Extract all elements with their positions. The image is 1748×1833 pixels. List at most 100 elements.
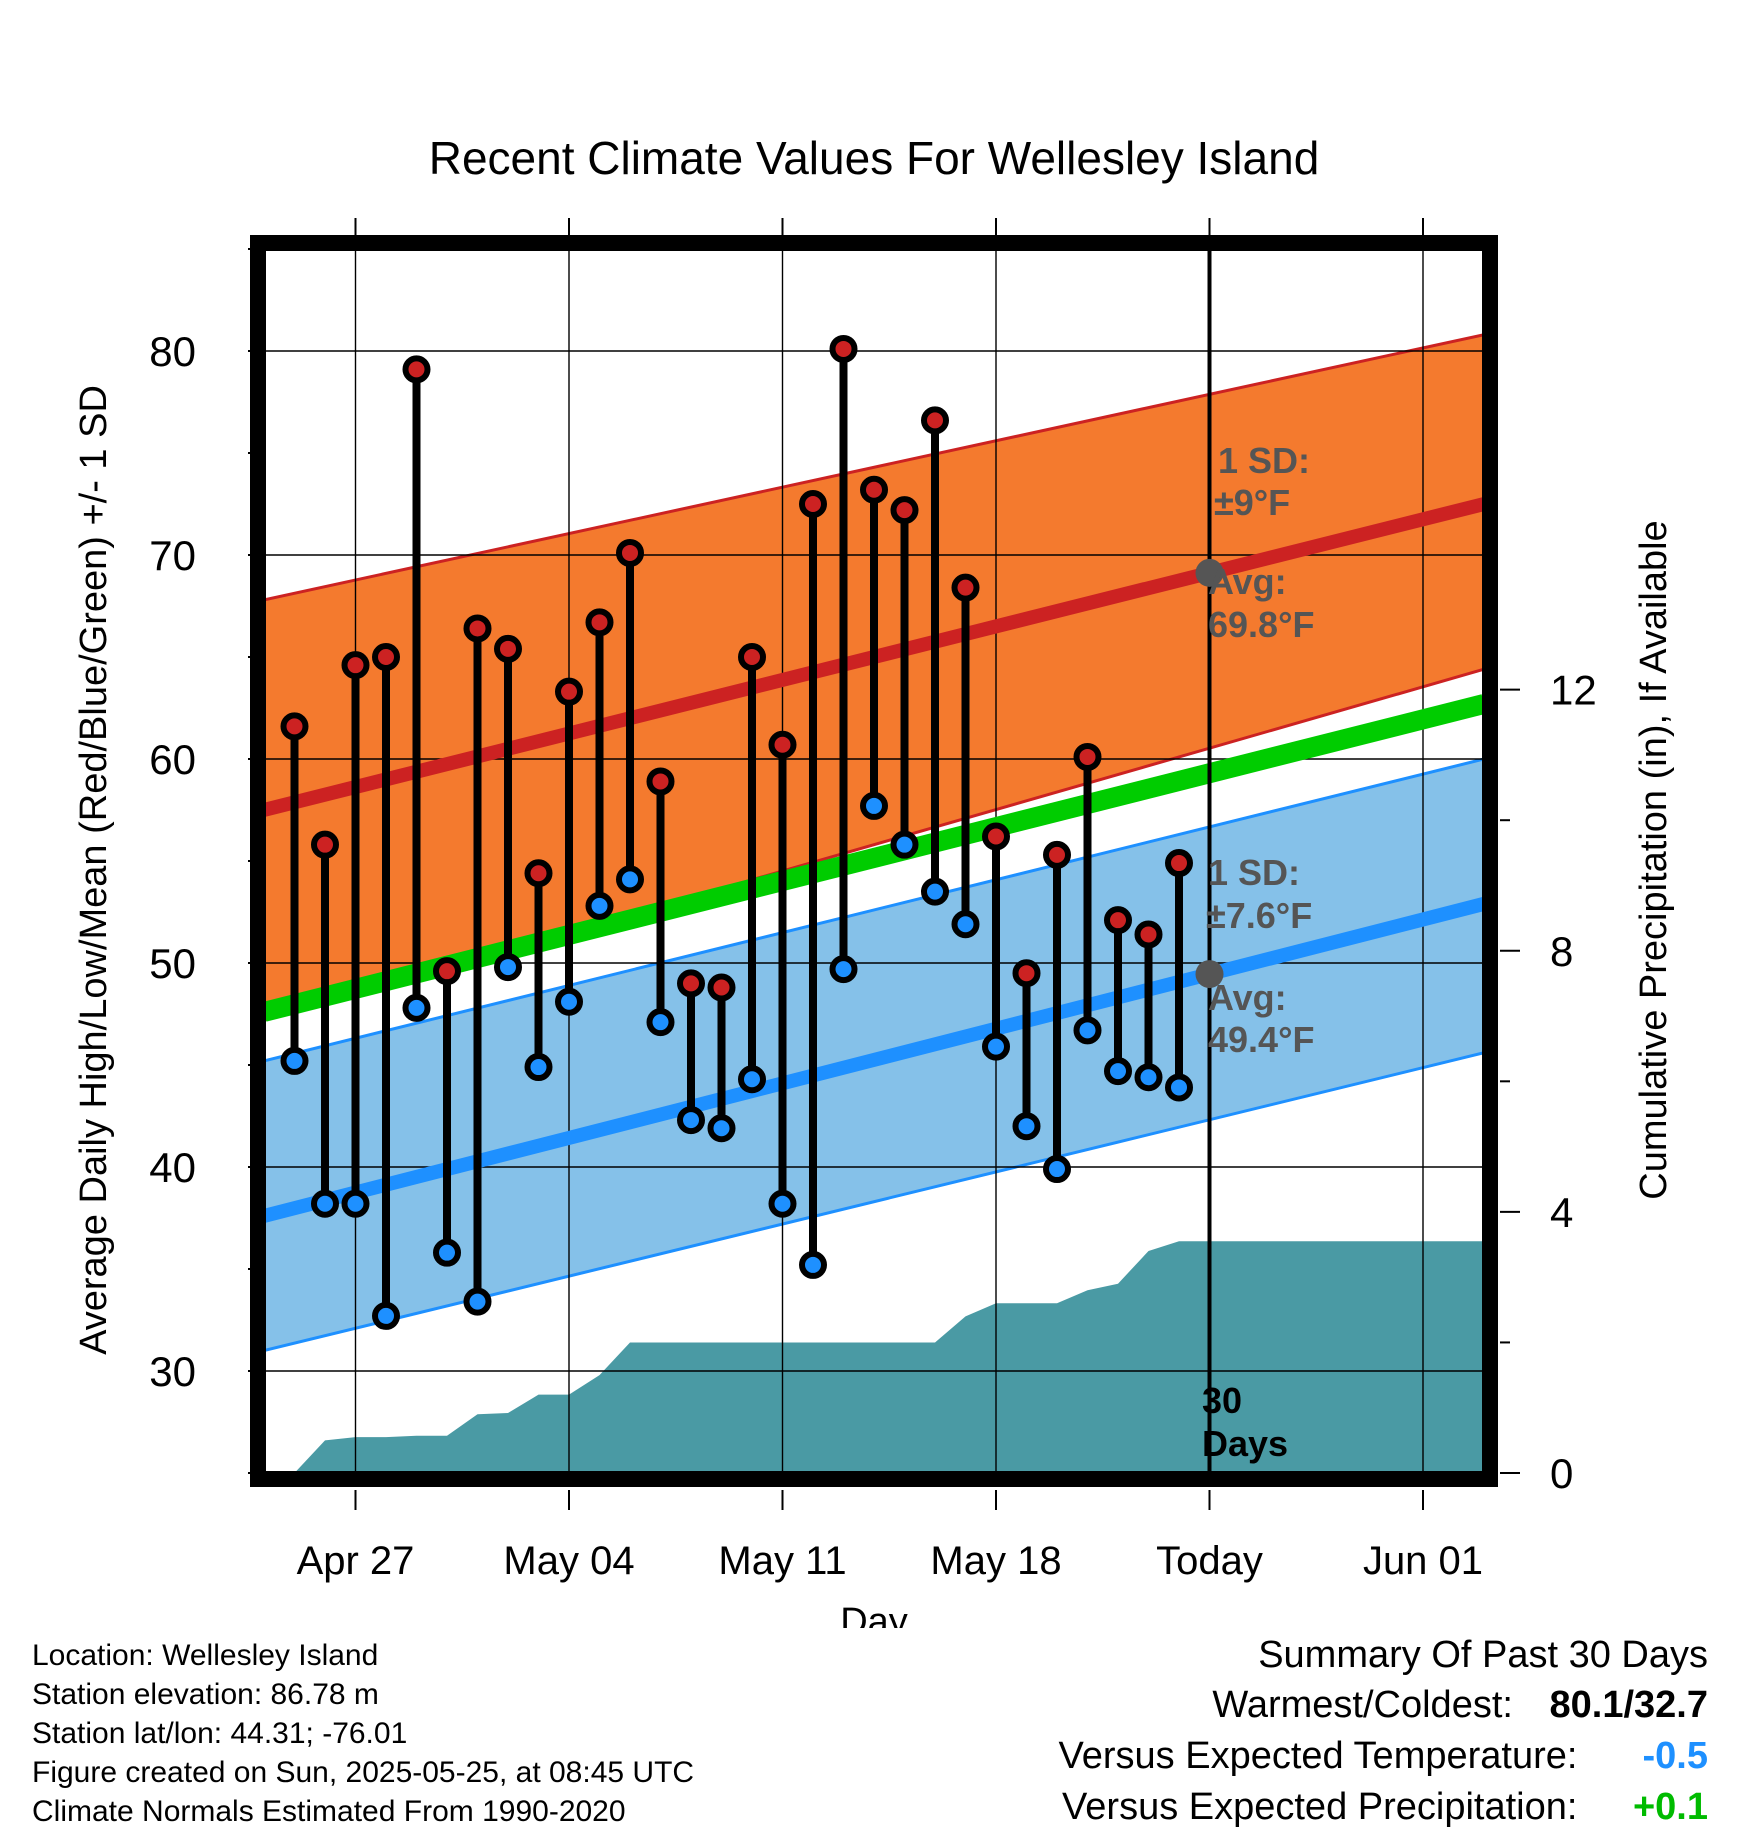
high-point [982,822,1010,851]
low-point [494,953,522,982]
low-point [677,1106,705,1135]
y-tick-label: 80 [149,328,196,375]
high-sd-label: 1 SD: [1218,440,1310,481]
high-point [433,957,461,986]
latlon-text: Station lat/lon: 44.31; -76.01 [32,1717,408,1750]
station-info: Location: Wellesley Island Station eleva… [32,1636,694,1831]
high-point [890,496,919,525]
y2-tick-label: 0 [1550,1450,1573,1497]
low-point [372,1301,400,1330]
high-avg-marker [1195,558,1224,587]
low-point [402,993,431,1022]
low-point [1104,1057,1132,1086]
high-point [494,634,522,663]
y-tick-label: 60 [149,736,196,783]
period-unit: Days [1202,1423,1288,1464]
warmest-label: Warmest/Coldest: [1212,1684,1513,1726]
y2-tick-label: 12 [1550,667,1597,714]
high-point [555,677,583,706]
low-point [524,1053,553,1082]
y2-tick-label: 4 [1550,1189,1573,1236]
low-point [616,865,644,894]
precip-area [294,1241,1484,1473]
y2-tick-label: 8 [1550,928,1573,975]
high-point [768,730,797,759]
low-point [860,791,888,820]
precip-value: +0.1 [1632,1786,1708,1828]
y-tick-label: 40 [149,1144,196,1191]
low-band-upper-edge [264,757,1484,1063]
low-avg-value: 49.4°F [1208,1019,1314,1060]
y-tick-label: 50 [149,940,196,987]
y-tick-label: 70 [149,532,196,579]
low-point [982,1032,1010,1061]
summary-precip-row: Versus Expected Precipitation: +0.1 [1059,1782,1708,1833]
x-axis-label: Day [840,1601,908,1628]
y2-axis-label: Cumulative Precipitation (in), If Availa… [1633,520,1675,1199]
high-point [402,355,431,384]
high-point [1134,920,1163,949]
low-point [433,1238,461,1267]
plot-area [264,249,1484,1473]
high-sd-value: ±9°F [1214,482,1290,523]
high-point [921,406,949,435]
chart-title: Recent Climate Values For Wellesley Isla… [429,132,1320,184]
low-point [585,891,614,920]
high-point [585,608,614,637]
high-point [616,538,644,567]
created-text: Figure created on Sun, 2025-05-25, at 08… [32,1756,695,1789]
low-point [1073,1016,1102,1045]
high-point [646,767,675,796]
low-point [829,955,858,984]
high-point [341,651,370,680]
summary-temp-row: Versus Expected Temperature: -0.5 [1059,1731,1708,1782]
low-point [463,1287,492,1316]
low-point [341,1189,370,1218]
low-point [1043,1155,1071,1184]
high-point [738,643,766,671]
high-point [311,830,339,859]
x-tick-label: May 04 [503,1539,634,1583]
high-avg-value: 69.8°F [1208,604,1314,645]
high-point [951,573,980,602]
summary-panel: Summary Of Past 30 Days Warmest/Coldest:… [1059,1630,1708,1833]
high-point [463,614,492,643]
x-tick-label: Today [1156,1539,1263,1583]
low-point [1012,1112,1041,1141]
mean-normal-line [264,694,1484,1022]
x-tick-label: May 11 [718,1539,846,1583]
low-point [311,1189,339,1218]
high-point [1073,742,1102,771]
precip-label: Versus Expected Precipitation: [1062,1786,1578,1828]
summary-heading: Summary Of Past 30 Days [1258,1634,1708,1676]
x-tick-label: Apr 27 [297,1539,415,1583]
y-axis-label: Average Daily High/Low/Mean (Red/Blue/Gr… [73,385,115,1355]
x-tick-label: Jun 01 [1363,1539,1483,1583]
low-avg-label: Avg: [1208,977,1287,1018]
summary-warmest-row: Warmest/Coldest: 80.1/32.7 [1059,1680,1708,1731]
y-tick-label: 30 [149,1348,196,1395]
high-point [524,859,553,888]
high-avg-label: Avg: [1208,561,1287,602]
high-point [280,712,309,741]
low-point [890,830,919,859]
warmest-value: 80.1/32.7 [1549,1684,1708,1726]
high-point [1012,959,1041,988]
low-point [1165,1073,1193,1102]
high-point [707,973,736,1002]
high-point [1104,906,1132,935]
low-point [921,877,949,906]
elevation-text: Station elevation: 86.78 m [32,1678,379,1711]
high-point [860,475,888,504]
high-point [1043,840,1071,869]
high-point [1165,849,1193,878]
temp-label: Versus Expected Temperature: [1058,1735,1578,1777]
low-point [280,1046,309,1075]
low-point [951,910,980,939]
normals-text: Climate Normals Estimated From 1990-2020 [32,1795,626,1828]
low-sd-label: 1 SD: [1208,852,1300,893]
low-sd-value: ±7.6°F [1206,895,1312,936]
high-point [677,969,705,998]
high-point [829,334,858,363]
